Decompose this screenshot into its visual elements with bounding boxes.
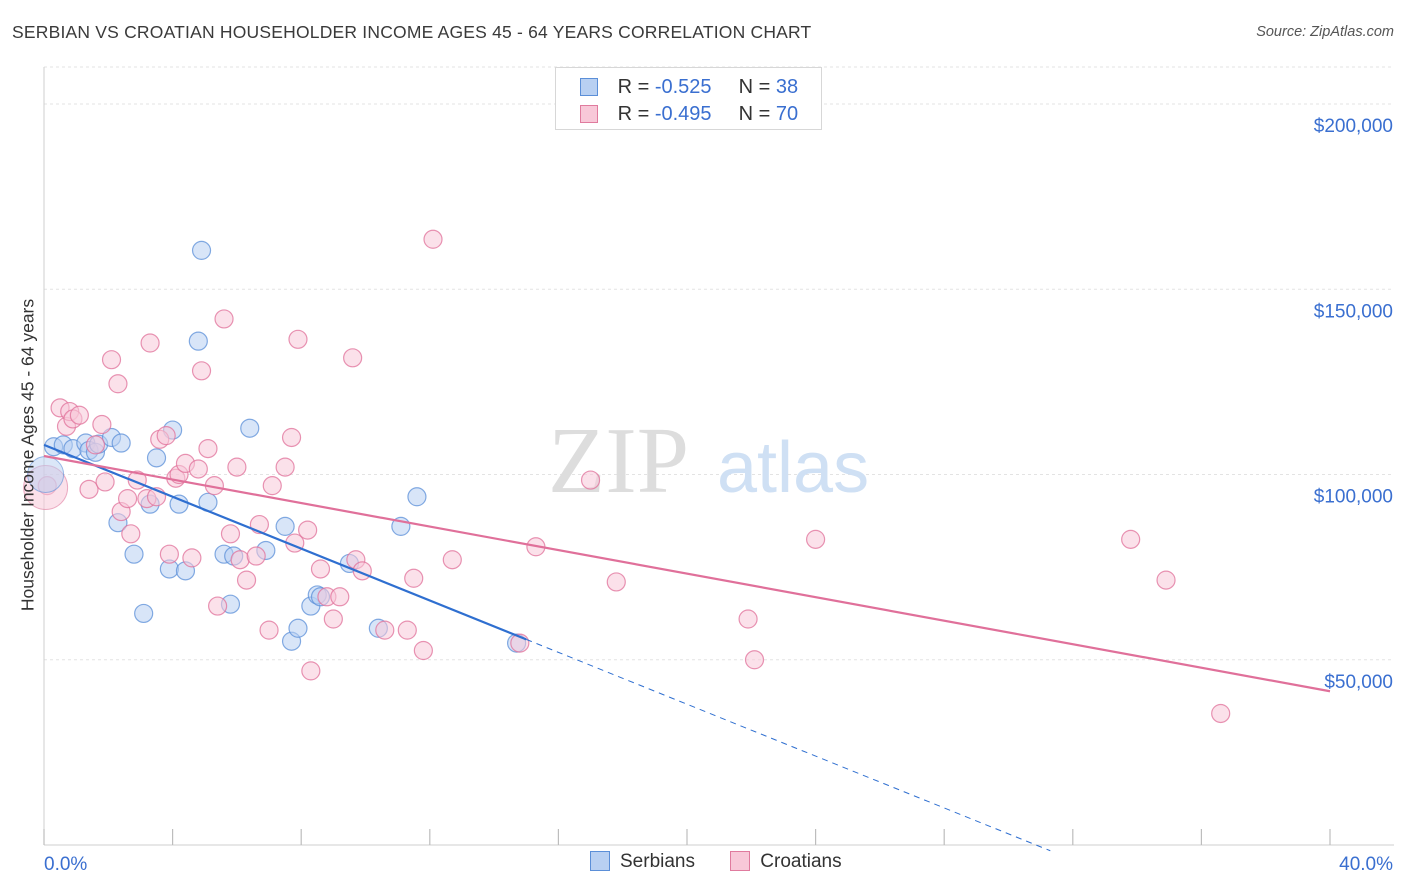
croatians-point <box>214 309 234 329</box>
croatians-point <box>343 348 363 368</box>
trend-lines <box>43 443 1331 852</box>
croatians-point <box>156 426 176 446</box>
tick-labels: $50,000 $100,000 $150,000 $200,000 0.0% 40.0% <box>44 116 1393 875</box>
croatians-point <box>85 435 106 455</box>
serbians-point <box>188 331 208 351</box>
serbians-swatch <box>580 78 598 96</box>
croatians-point <box>442 550 462 570</box>
croatians-point <box>220 524 241 544</box>
serbians-n-value: 38 <box>775 76 799 98</box>
watermark-zip: ZIP <box>548 409 689 513</box>
croatians-point <box>423 229 443 249</box>
croatians-point <box>281 427 302 448</box>
croatians-point <box>375 620 395 640</box>
croatians-point <box>310 559 331 579</box>
croatians-point <box>259 620 279 640</box>
croatians-point <box>95 472 115 492</box>
croatians-point <box>1121 529 1141 549</box>
croatians-point <box>404 568 424 588</box>
legend-item-croatians[interactable]: Croatians <box>730 851 842 873</box>
croatians-legend-label: Croatians <box>760 851 842 872</box>
croatians-point <box>330 587 350 607</box>
croatians-point <box>101 350 122 370</box>
croatians-point <box>79 479 99 499</box>
croatians-point <box>191 361 212 381</box>
croatians-point <box>323 609 343 629</box>
croatians-point <box>236 570 257 590</box>
serbians-point <box>124 544 144 564</box>
y-tick-label: $100,000 <box>1314 487 1393 508</box>
croatians-point <box>198 438 218 459</box>
croatians-r-value: -0.495 <box>654 103 712 125</box>
croatians-point <box>738 609 758 629</box>
watermark-atlas: atlas <box>717 428 869 508</box>
croatians-point <box>121 524 141 544</box>
croatians-point <box>208 596 228 616</box>
serbians-point <box>240 418 260 438</box>
croatians-point <box>246 546 266 566</box>
croatians-point <box>227 457 247 477</box>
r-label: R = <box>617 103 650 125</box>
y-tick-label: $200,000 <box>1314 116 1393 137</box>
croatians-point <box>397 620 417 640</box>
r-label: R = <box>617 76 650 98</box>
serbians-point <box>191 240 212 260</box>
n-label: N = <box>738 103 771 125</box>
serbians-legend-label: Serbians <box>620 851 695 872</box>
croatians-point <box>230 550 250 570</box>
serbians-point <box>146 448 167 468</box>
croatians-point <box>159 544 179 564</box>
serbians-points <box>44 240 527 653</box>
croatians-point <box>288 329 308 349</box>
legend-item-serbians[interactable]: Serbians <box>590 851 695 873</box>
croatians-point <box>140 333 160 353</box>
croatians-point <box>413 640 433 661</box>
legend-row-serbians: R = -0.525 N = 38 <box>580 76 798 100</box>
croatians-trend-line <box>43 454 1331 693</box>
chart-title: SERBIAN VS CROATIAN HOUSEHOLDER INCOME A… <box>12 22 812 42</box>
croatians-point <box>262 476 282 496</box>
croatians-point <box>182 548 202 568</box>
serbians-trend-line <box>43 443 527 641</box>
serbians-r-value: -0.525 <box>654 76 712 98</box>
croatians-point <box>606 572 626 592</box>
croatians-point <box>92 414 112 435</box>
croatians-point <box>1156 570 1176 590</box>
croatians-point <box>580 470 601 490</box>
croatians-point <box>1211 703 1231 724</box>
source-label: Source: ZipAtlas.com <box>1256 24 1394 40</box>
croatians-point <box>108 374 128 394</box>
serbians-trend-extension <box>526 638 1051 852</box>
serbians-point <box>169 494 189 514</box>
croatians-point <box>298 520 318 540</box>
serbians-point <box>111 433 131 453</box>
serbians-legend-swatch <box>590 851 610 871</box>
croatians-point <box>69 405 89 425</box>
serbians-point <box>134 603 154 624</box>
croatians-point <box>188 459 208 479</box>
x-tick-label-max: 40.0% <box>1339 854 1393 875</box>
serbians-point <box>288 618 308 638</box>
croatians-point <box>117 489 138 509</box>
croatians-points <box>37 229 1231 724</box>
croatians-n-value: 70 <box>775 103 799 125</box>
serbians-point <box>407 487 427 507</box>
croatians-point <box>805 529 826 549</box>
croatians-point <box>744 650 765 670</box>
correlation-legend: R = -0.525 N = 38 R = -0.495 N = 70 <box>555 67 822 130</box>
y-axis-label: Householder Income Ages 45 - 64 years <box>17 298 38 612</box>
croatians-point <box>275 457 295 477</box>
croatians-point <box>301 661 321 681</box>
y-tick-label: $50,000 <box>1324 672 1393 693</box>
serbians-point <box>275 516 295 536</box>
y-tick-label: $150,000 <box>1314 301 1393 322</box>
series-legend: Serbians Croatians <box>590 851 872 873</box>
croatians-swatch <box>580 105 598 123</box>
n-label: N = <box>738 76 771 98</box>
croatians-legend-swatch <box>730 851 751 871</box>
legend-row-croatians: R = -0.495 N = 70 <box>580 103 798 127</box>
x-tick-label-min: 0.0% <box>44 854 87 875</box>
